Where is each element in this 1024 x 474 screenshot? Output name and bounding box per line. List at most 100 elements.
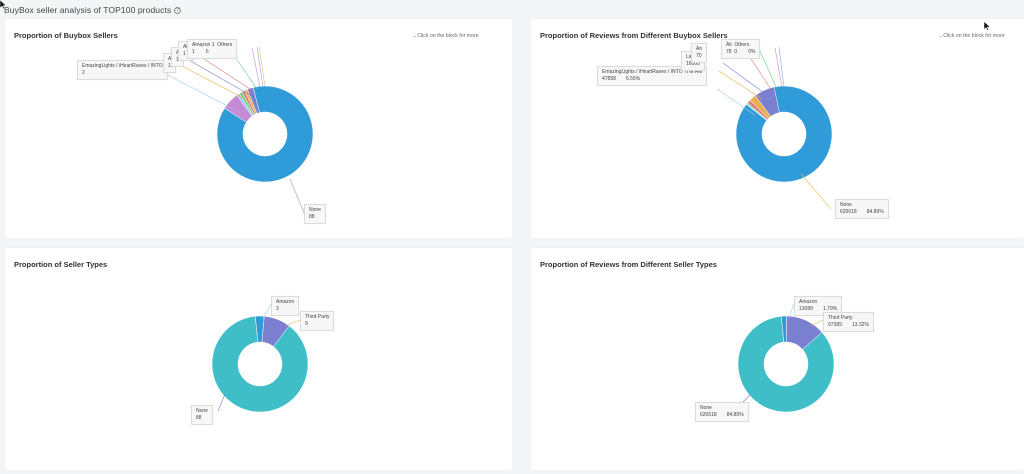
click-hint-link[interactable]: →Click on the block for more (412, 33, 479, 39)
label-name: Amazon (276, 299, 295, 305)
panel-title: Proportion of Buybox Sellers (14, 31, 118, 40)
mouse-cursor-icon (984, 21, 991, 31)
leader-line (758, 48, 778, 90)
click-hint-link[interactable]: →Click on the block for more (938, 33, 1005, 39)
leader-line (778, 46, 785, 88)
label-value: 3 (276, 306, 279, 312)
label-none[interactable]: None 88 (304, 204, 326, 224)
label-none[interactable]: None 620618 84.89% (835, 199, 889, 219)
leader-line (284, 319, 301, 327)
pie-slice[interactable] (737, 315, 835, 413)
label-value: 88 (309, 214, 315, 220)
label-value: 13089 (799, 306, 813, 312)
label-name: None (840, 202, 852, 208)
label-amazon[interactable]: Amazon 13089 1.79% (794, 296, 843, 316)
label-value: 1 (192, 49, 195, 55)
label-percent: 84.89% (726, 412, 744, 418)
label-third-party[interactable]: Third Party 9 (300, 311, 335, 331)
leader-line (159, 70, 238, 112)
leader-line (217, 393, 226, 412)
panel-title: Proportion of Reviews from Different Sel… (540, 260, 717, 269)
label-name: Others (217, 42, 233, 48)
label-amazon1-others[interactable]: Amazon 1 Others 1 6 (187, 39, 238, 59)
label-none[interactable]: None 88 (191, 405, 213, 425)
label-value: 6 (205, 49, 209, 55)
label-value: 2 (82, 70, 85, 76)
leader-line (256, 46, 264, 87)
label-value: 16000 (686, 61, 700, 67)
leader-line (258, 45, 266, 87)
label-percent: 84.89% (866, 209, 884, 215)
page-title: BuyBox seller analysis of TOP100 product… (4, 5, 172, 15)
label-value: 1 (176, 57, 179, 64)
leader-line (722, 62, 768, 96)
label-name: Ali (726, 42, 732, 48)
panel-buybox-sellers: Proportion of Buybox Sellers →Click on t… (5, 19, 512, 238)
label-name: A (176, 50, 179, 57)
donut-chart-seller-types[interactable] (5, 248, 512, 470)
label-value: 97389 (828, 322, 842, 328)
label-value: 620618 (840, 209, 857, 215)
label-value: 88 (196, 415, 202, 421)
label-value: 9 (305, 321, 308, 327)
panel-title: Proportion of Seller Types (14, 260, 108, 269)
label-name: Others (734, 42, 750, 48)
donut-chart-reviews-buybox[interactable] (531, 19, 1024, 238)
pie-slice[interactable] (211, 315, 309, 413)
leader-line (194, 52, 254, 92)
label-name: Third Party (828, 315, 853, 321)
leader-line (810, 319, 824, 327)
leader-line (262, 303, 272, 319)
pie-slice[interactable] (754, 86, 780, 117)
label-name: La (686, 54, 692, 60)
mouse-cursor-icon (0, 0, 7, 10)
label-name: Ali (183, 44, 189, 50)
question-circle-icon[interactable]: ? (174, 6, 182, 14)
label-name: None (700, 405, 712, 411)
label-name: None (309, 207, 321, 213)
panel-seller-types: Proportion of Seller Types Amazon 3 Thir… (5, 248, 512, 470)
leader-line (179, 64, 246, 100)
label-value: 47858 (602, 76, 616, 82)
label-third-party[interactable]: Third Party 97389 13.32% (823, 312, 874, 332)
label-value: 1 (183, 51, 186, 57)
label-percent: 0% (748, 49, 756, 55)
label-ali-others[interactable]: Ali Others 78 0 0% (721, 39, 761, 59)
leader-line (800, 173, 832, 210)
label-value: 78 (726, 49, 732, 55)
leader-line (788, 303, 795, 319)
leader-line (289, 178, 306, 216)
label-percent: 13.32% (852, 322, 869, 328)
leader-line (718, 70, 763, 100)
pie-slice[interactable] (735, 85, 833, 183)
label-name: An (696, 46, 703, 52)
label-name: Third Party (305, 314, 330, 320)
label-an[interactable]: An 70 (691, 43, 708, 63)
label-name: EmazingLights / iHeartRaves / INTO (82, 63, 163, 69)
label-name: Amazon (799, 299, 818, 305)
panel-reviews-seller-types: Proportion of Reviews from Different Sel… (531, 248, 1024, 470)
label-emazing[interactable]: EmazingLights / iHeartRaves / INTO THE A… (597, 66, 708, 86)
label-value: 620618 (700, 412, 717, 418)
label-value: 0 (734, 49, 738, 55)
label-name: EmazingLights / iHeartRaves / INTO THE A… (602, 69, 703, 75)
pie-slice[interactable] (216, 85, 314, 183)
label-value: 1 (168, 63, 171, 69)
label-name: A (168, 56, 172, 62)
leader-line (186, 58, 251, 96)
label-name: Amazon 1 (192, 42, 215, 48)
label-percent: 1.79% (823, 306, 838, 312)
donut-chart-buybox-sellers[interactable] (5, 19, 512, 238)
label-emazing[interactable]: EmazingLights / iHeartRaves / INTO 2 (77, 60, 168, 80)
donut-chart-reviews-seller-types[interactable] (531, 248, 1024, 470)
label-value: 70 (696, 53, 702, 59)
panel-reviews-buybox-sellers: Proportion of Reviews from Different Buy… (531, 19, 1024, 238)
leader-line (251, 47, 261, 88)
leader-line (716, 88, 756, 116)
label-percent: 6.55% (626, 76, 641, 82)
page-header: BuyBox seller analysis of TOP100 product… (4, 3, 182, 17)
label-none[interactable]: None 620618 84.89% (695, 402, 749, 422)
label-amazon[interactable]: Amazon 3 (271, 296, 300, 316)
label-name: None (196, 408, 208, 414)
panel-title: Proportion of Reviews from Different Buy… (540, 31, 728, 40)
